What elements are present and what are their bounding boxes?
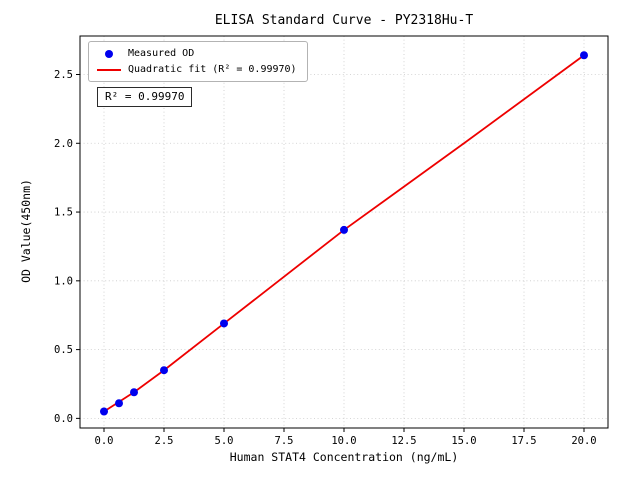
- y-tick-label: 1.5: [54, 207, 73, 219]
- data-point: [220, 319, 228, 328]
- x-tick-label: 7.5: [275, 435, 294, 447]
- scatter-marker-icon: [105, 49, 113, 58]
- y-tick-label: 2.5: [54, 69, 73, 81]
- data-point: [340, 225, 348, 234]
- y-tick-label: 0.5: [54, 344, 73, 356]
- x-tick-label: 2.5: [155, 435, 174, 447]
- x-tick-label: 20.0: [571, 435, 596, 447]
- x-tick-label: 12.5: [391, 435, 416, 447]
- x-tick-label: 10.0: [331, 435, 356, 447]
- data-point: [115, 399, 123, 408]
- y-tick-label: 0.0: [54, 413, 73, 425]
- legend-item-measured-od: Measured OD: [97, 48, 297, 59]
- y-tick-label: 2.0: [54, 138, 73, 150]
- x-tick-label: 15.0: [451, 435, 476, 447]
- data-point: [160, 366, 168, 375]
- data-point: [100, 407, 108, 416]
- y-axis-label: OD Value(450nm): [19, 179, 33, 283]
- legend: Measured OD Quadratic fit (R² = 0.99970): [88, 41, 308, 82]
- legend-label-measured-od: Measured OD: [128, 48, 195, 59]
- x-tick-label: 17.5: [511, 435, 536, 447]
- chart-title: ELISA Standard Curve - PY2318Hu-T: [214, 13, 474, 28]
- data-point: [580, 51, 588, 60]
- x-axis-label: Human STAT4 Concentration (ng/mL): [229, 450, 459, 464]
- y-tick-label: 1.0: [54, 275, 73, 287]
- x-tick-label: 0.0: [95, 435, 114, 447]
- line-marker-icon: [97, 68, 121, 71]
- r-squared-annotation: R² = 0.99970: [97, 87, 193, 107]
- legend-item-quadratic-fit: Quadratic fit (R² = 0.99970): [97, 64, 297, 75]
- x-tick-label: 5.0: [215, 435, 234, 447]
- data-point: [130, 388, 138, 397]
- legend-label-quadratic-fit: Quadratic fit (R² = 0.99970): [128, 64, 297, 75]
